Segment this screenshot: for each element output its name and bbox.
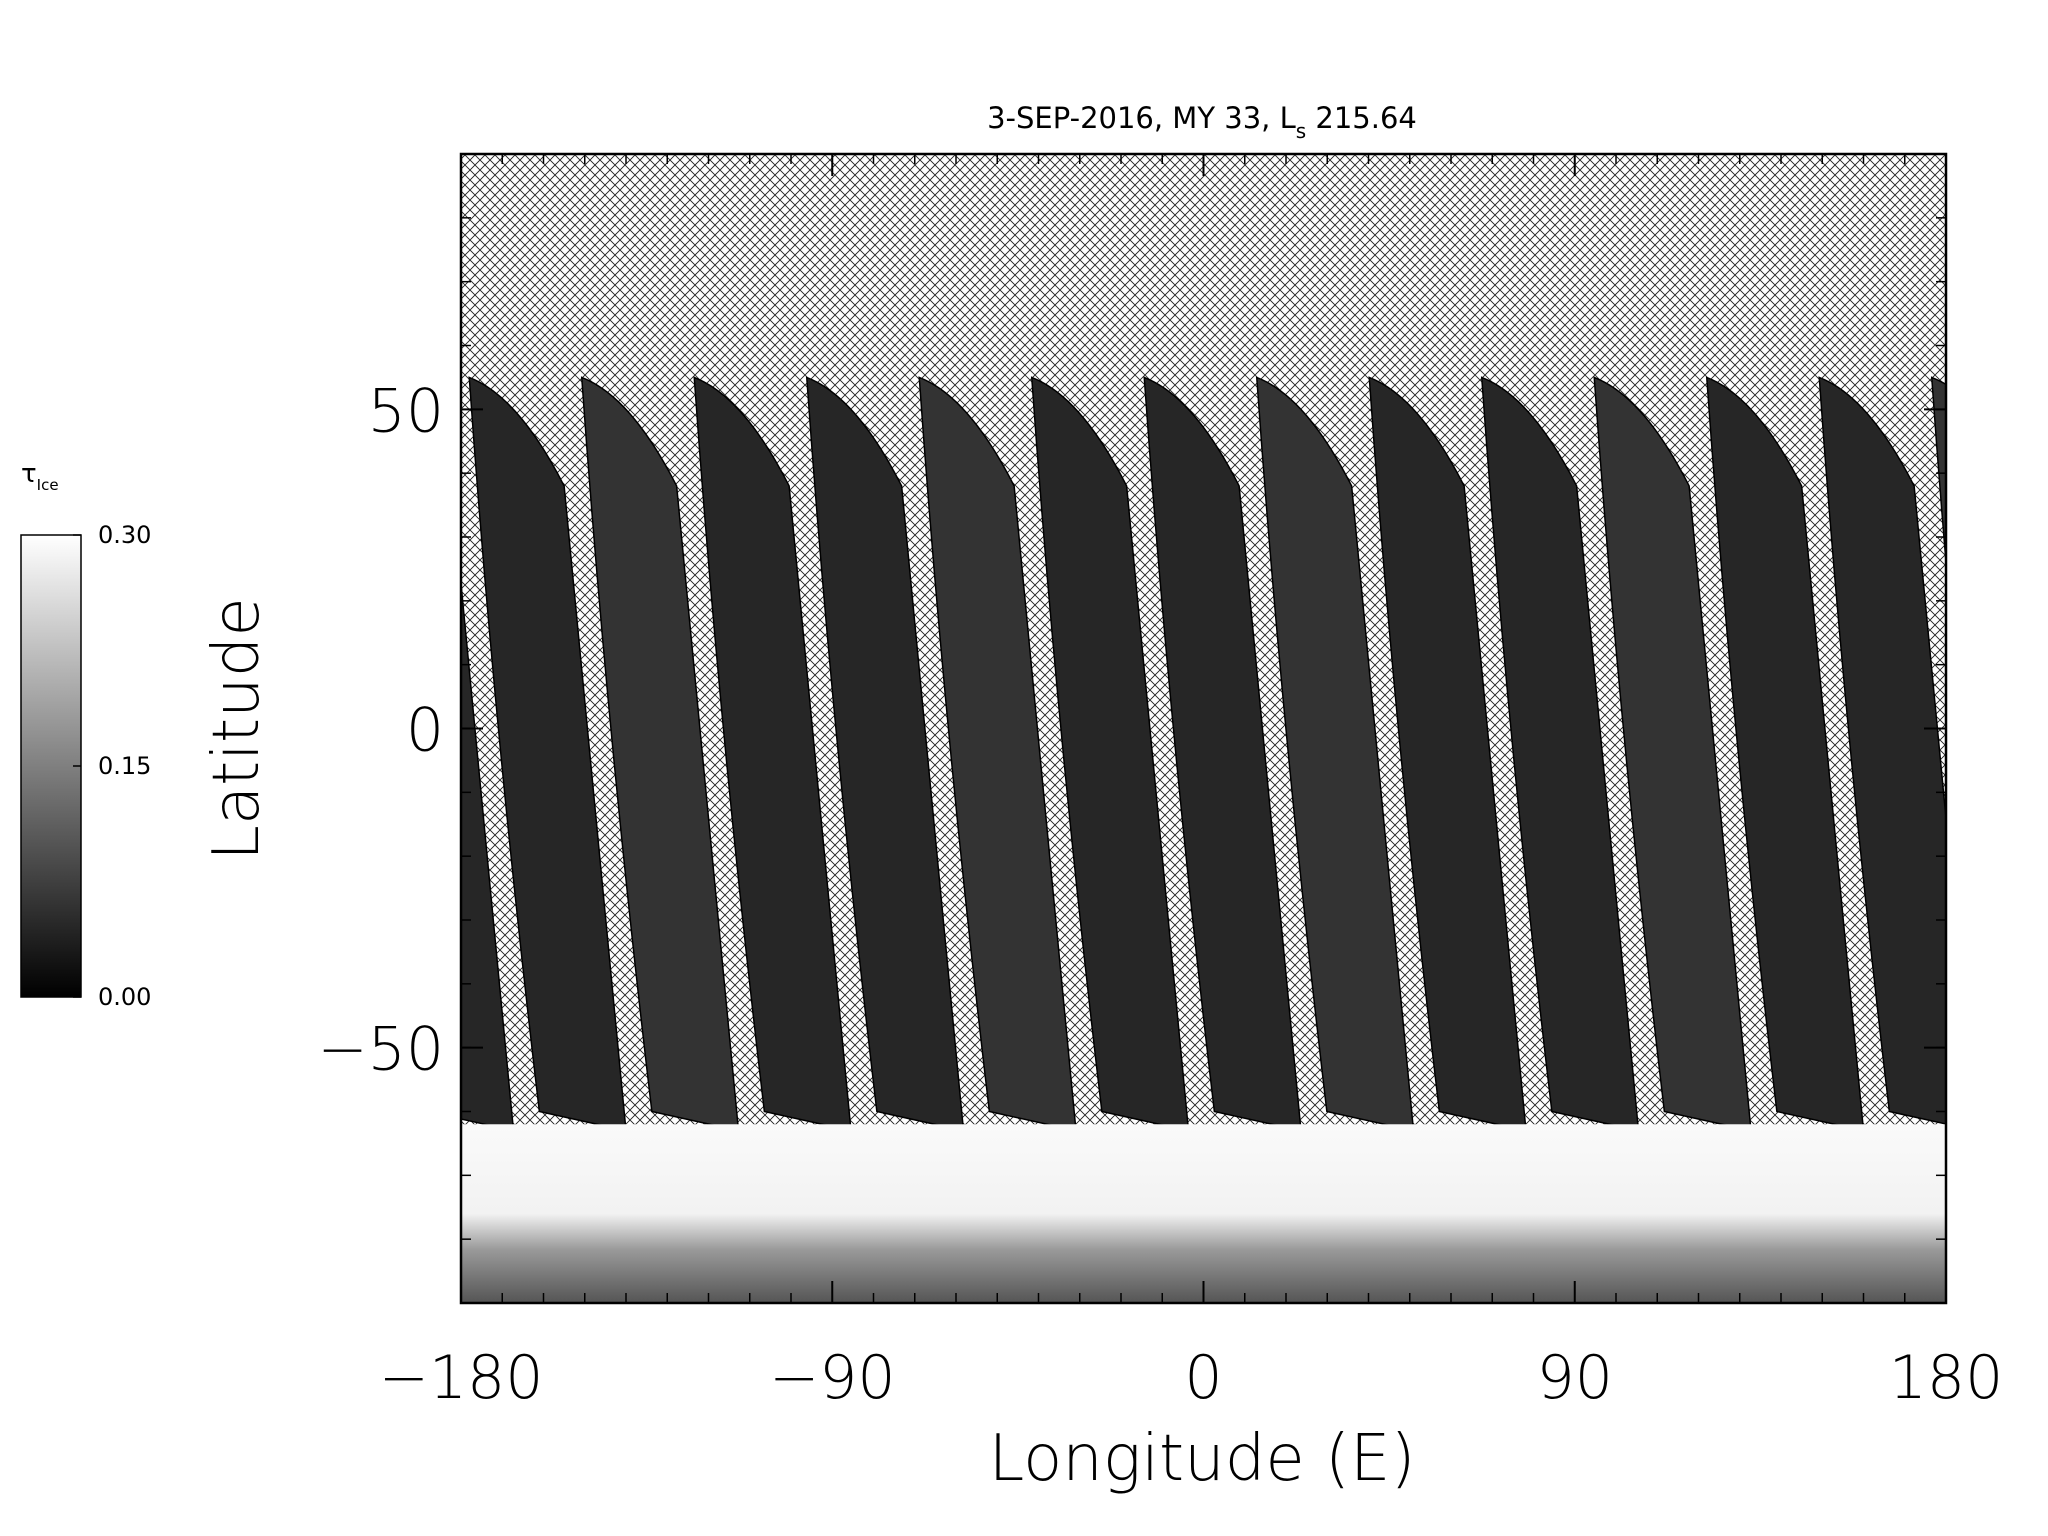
- map-swath: [1705, 376, 1865, 1132]
- x-tick-label: 90: [1537, 1343, 1613, 1413]
- map-swath: [461, 577, 515, 1132]
- x-axis-title: Longitude (E): [989, 1422, 1416, 1496]
- map-swath: [1818, 376, 1946, 1125]
- x-tick-label: 0: [1184, 1343, 1222, 1413]
- map-swath: [1143, 376, 1302, 1132]
- colorbar-tick-label: 0.15: [98, 752, 151, 780]
- map-swath: [693, 376, 852, 1132]
- y-tick-label: 0: [406, 696, 444, 766]
- chart-title: 3-SEP-2016, MY 33, Ls 215.64: [987, 101, 1417, 143]
- map-area: [461, 154, 1946, 1303]
- colorbar-tick-label: 0.00: [98, 983, 151, 1011]
- map-swath: [1593, 376, 1752, 1132]
- y-tick-label: 50: [368, 376, 444, 446]
- x-tick-label: −90: [769, 1343, 896, 1413]
- map-swath: [580, 376, 740, 1132]
- map-swath: [918, 376, 1077, 1132]
- x-tick-label: 180: [1889, 1343, 2004, 1413]
- y-tick-label: −50: [317, 1015, 444, 1085]
- colorbar-title: τIce: [21, 459, 59, 494]
- map-swath: [1930, 376, 1946, 571]
- colorbar: [20, 534, 82, 998]
- x-tick-label: −180: [379, 1343, 544, 1413]
- map-swath: [1255, 376, 1415, 1132]
- map-swath: [468, 376, 627, 1132]
- y-axis-title: Latitude: [200, 597, 274, 860]
- map-swath: [1030, 376, 1190, 1132]
- polar-cloud-band: [461, 1124, 1946, 1303]
- map-swath: [805, 376, 965, 1132]
- map-swath: [1480, 376, 1640, 1132]
- map-swath: [1368, 376, 1527, 1132]
- colorbar-tick-label: 0.30: [98, 521, 151, 549]
